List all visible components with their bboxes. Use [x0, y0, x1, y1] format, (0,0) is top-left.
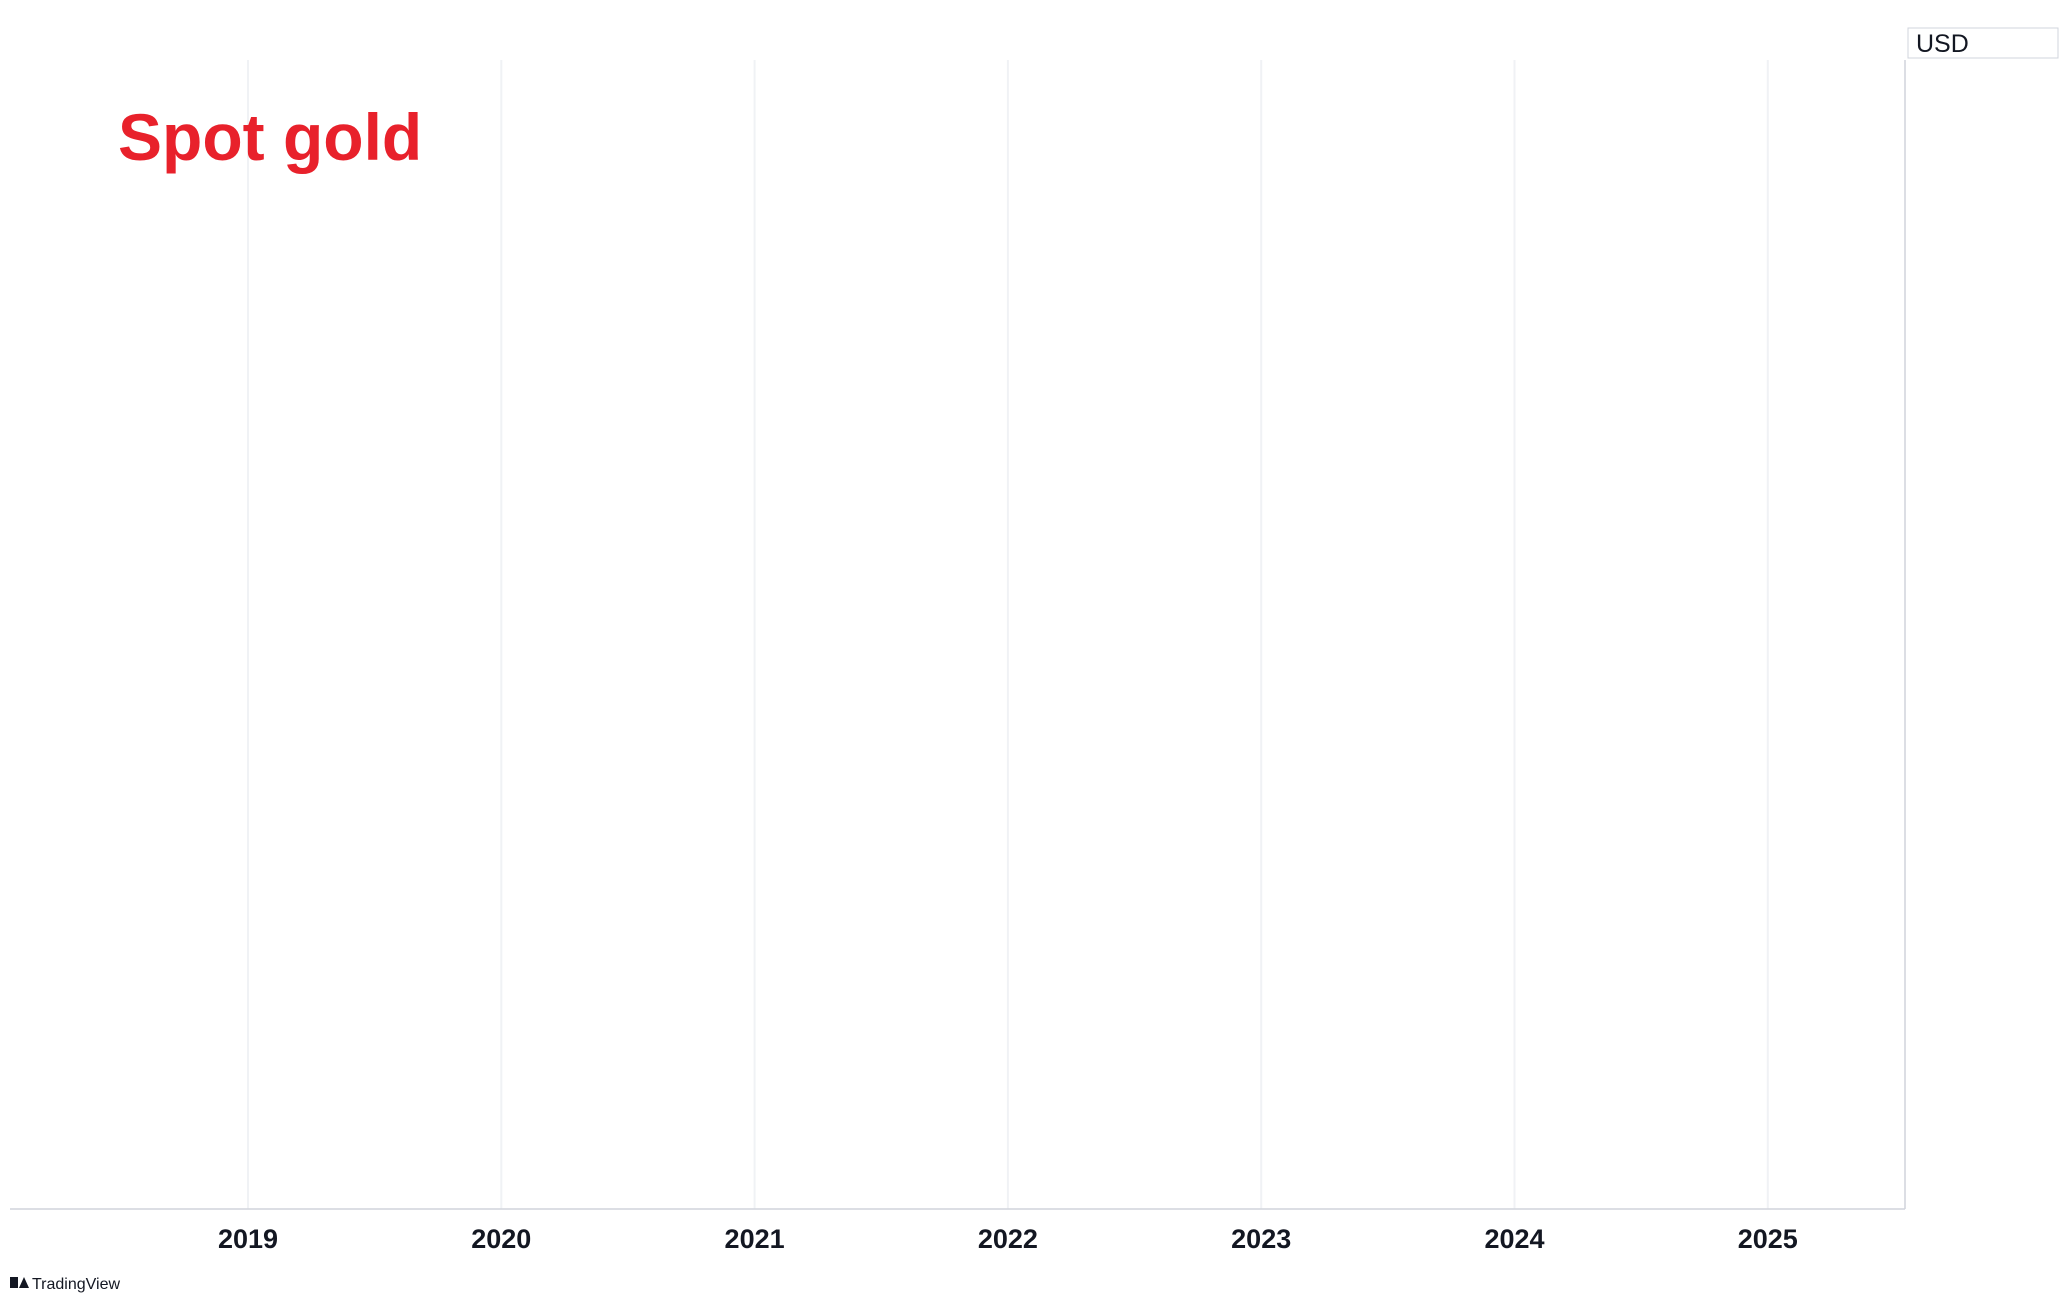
- currency-unit-label[interactable]: USD: [1916, 30, 1969, 58]
- tradingview-logo-icon: [10, 1277, 29, 1288]
- x-tick-label: 2024: [1484, 1224, 1544, 1254]
- chart-title: Spot gold: [118, 100, 422, 174]
- currency-unit-box[interactable]: [1907, 27, 2059, 59]
- x-tick-label: 2025: [1738, 1224, 1798, 1254]
- watermark-text: TradingView: [32, 1276, 120, 1293]
- x-axis-tick-labels: 2019 2020 2021 2022 2023 2024 2025: [218, 1224, 1798, 1254]
- x-tick-label: 2020: [471, 1224, 531, 1254]
- x-tick-label: 2019: [218, 1224, 278, 1254]
- grid-lines: [247, 60, 1769, 1209]
- x-tick-label: 2021: [725, 1224, 785, 1254]
- x-tick-label: 2022: [978, 1224, 1038, 1254]
- x-tick-label: 2023: [1231, 1224, 1291, 1254]
